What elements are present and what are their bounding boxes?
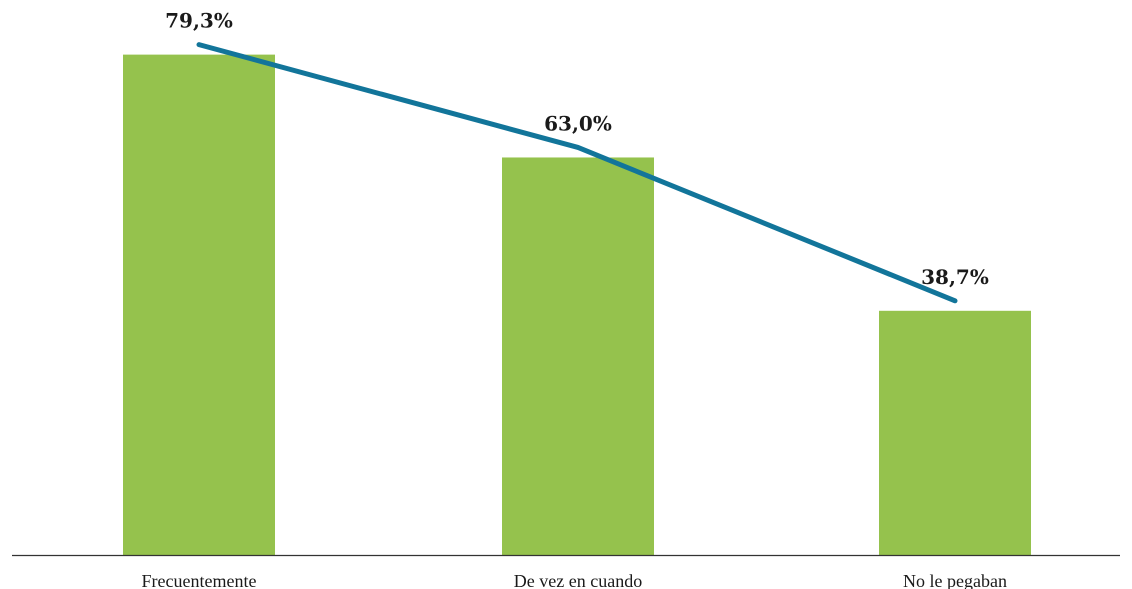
trend-line	[196, 42, 958, 304]
value-labels-group: 79,3% 63,0% 38,7%	[165, 9, 989, 289]
bars-group	[123, 54, 1031, 555]
value-label-de-vez-en-cuando: 63,0%	[544, 111, 612, 135]
x-tick-label-de-vez-en-cuando: De vez en cuando	[514, 571, 642, 589]
bar-no-le-pegaban	[879, 310, 1031, 555]
bar-de-vez-en-cuando	[502, 157, 654, 555]
value-label-frecuentemente: 79,3%	[165, 9, 233, 33]
x-tick-label-no-le-pegaban: No le pegaban	[903, 571, 1007, 589]
value-label-no-le-pegaban: 38,7%	[921, 265, 989, 289]
x-tick-labels-group: Frecuentemente De vez en cuando No le pega…	[142, 571, 1007, 589]
x-tick-label-frecuentemente: Frecuentemente	[142, 571, 257, 589]
bar-frecuentemente	[123, 54, 275, 555]
